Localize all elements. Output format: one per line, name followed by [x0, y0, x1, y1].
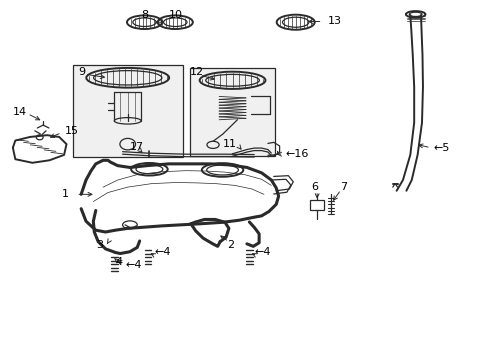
Text: ←5: ←5: [433, 143, 449, 153]
Text: 12: 12: [190, 67, 204, 77]
Text: 7: 7: [339, 182, 346, 192]
Text: ←4: ←4: [154, 247, 170, 257]
Text: 9: 9: [78, 67, 85, 77]
Text: ←4: ←4: [125, 260, 141, 270]
FancyBboxPatch shape: [73, 65, 182, 157]
Text: 10: 10: [169, 10, 183, 20]
Text: 13: 13: [327, 17, 341, 27]
Text: 17: 17: [130, 142, 144, 152]
Text: 6: 6: [311, 182, 318, 192]
Text: 11: 11: [222, 139, 236, 149]
Text: 15: 15: [65, 126, 79, 135]
Text: 8: 8: [141, 10, 148, 20]
Text: 14: 14: [13, 107, 27, 117]
Text: 4: 4: [115, 257, 122, 267]
Text: 2: 2: [227, 239, 234, 249]
FancyBboxPatch shape: [189, 68, 275, 156]
Text: ←4: ←4: [254, 247, 270, 257]
Text: ←16: ←16: [285, 149, 309, 159]
Text: 1: 1: [62, 189, 69, 199]
Text: 3: 3: [96, 240, 103, 250]
